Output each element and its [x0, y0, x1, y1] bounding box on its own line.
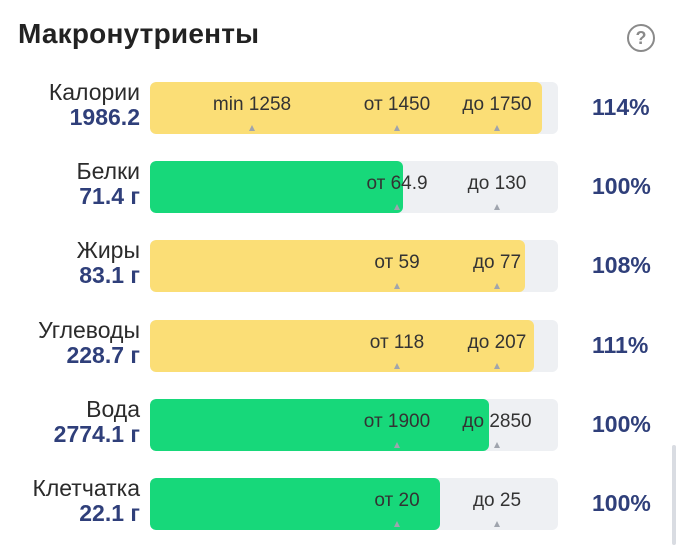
percent-value: 108%	[592, 252, 651, 278]
progress-fill	[150, 161, 403, 213]
nutrient-value: 22.1 г	[79, 500, 140, 526]
nutrient-label: Белки	[76, 158, 140, 184]
nutrient-label: Калории	[48, 79, 140, 105]
range-marker-tick	[394, 442, 400, 448]
nutrient-row: Углеводы 228.7 г от 118 до 207 111%	[0, 317, 680, 380]
nutrient-label: Клетчатка	[32, 475, 140, 501]
range-marker-tick	[394, 363, 400, 369]
percent-value: 100%	[592, 411, 651, 437]
nutrient-row: Калории 1986.2 min 1258 от 1450 до 1750 114%	[0, 79, 680, 142]
range-marker-label: до 130	[467, 173, 527, 194]
nutrient-row: Клетчатка 22.1 г от 20 до 25 100%	[0, 475, 680, 538]
range-marker-label: от 1900	[363, 411, 431, 432]
scrollbar[interactable]	[672, 445, 676, 545]
range-marker-tick	[394, 204, 400, 210]
progress-fill	[150, 399, 489, 451]
range-marker-label: от 59	[374, 252, 420, 273]
nutrient-label: Вода	[86, 396, 140, 422]
range-marker-tick	[494, 283, 500, 289]
percent-value: 114%	[592, 94, 650, 120]
range-marker-label: min 1258	[212, 94, 292, 115]
progress-fill	[150, 82, 542, 134]
range-marker-tick	[394, 283, 400, 289]
percent-value: 100%	[592, 173, 651, 199]
range-marker-label: до 77	[472, 252, 522, 273]
nutrient-row: Жиры 83.1 г от 59 до 77 108%	[0, 237, 680, 300]
nutrient-value: 83.1 г	[79, 262, 140, 288]
range-marker-tick	[249, 125, 255, 131]
percent-value: 111%	[592, 332, 649, 358]
progress-bar[interactable]: min 1258 от 1450 до 1750	[150, 82, 558, 134]
nutrient-label: Жиры	[76, 237, 140, 263]
range-marker-label: от 118	[369, 332, 425, 353]
range-marker-tick	[494, 204, 500, 210]
progress-fill	[150, 240, 525, 292]
range-marker-label: до 2850	[462, 411, 532, 432]
range-marker-label: до 207	[467, 332, 527, 353]
range-marker-label: от 1450	[363, 94, 431, 115]
range-marker-label: от 64.9	[366, 173, 428, 194]
range-marker-tick	[494, 521, 500, 527]
progress-fill	[150, 478, 440, 530]
range-marker-label: до 1750	[462, 94, 532, 115]
progress-bar[interactable]: от 118 до 207	[150, 320, 558, 372]
nutrient-value: 2774.1 г	[53, 421, 140, 447]
range-marker-tick	[494, 442, 500, 448]
range-marker-tick	[494, 125, 500, 131]
nutrient-value: 228.7 г	[66, 342, 140, 368]
progress-fill	[150, 320, 534, 372]
progress-bar[interactable]: от 20 до 25	[150, 478, 558, 530]
nutrient-value: 1986.2	[69, 104, 140, 130]
range-marker-tick	[394, 125, 400, 131]
range-marker-label: от 20	[374, 490, 420, 511]
nutrient-label: Углеводы	[38, 317, 140, 343]
nutrient-row: Вода 2774.1 г от 1900 до 2850 100%	[0, 396, 680, 459]
progress-bar[interactable]: от 64.9 до 130	[150, 161, 558, 213]
nutrient-row: Белки 71.4 г от 64.9 до 130 100%	[0, 158, 680, 221]
percent-value: 100%	[592, 490, 651, 516]
range-marker-label: до 25	[472, 490, 522, 511]
range-marker-tick	[394, 521, 400, 527]
range-marker-tick	[494, 363, 500, 369]
help-icon[interactable]: ?	[627, 24, 655, 52]
progress-bar[interactable]: от 1900 до 2850	[150, 399, 558, 451]
nutrient-value: 71.4 г	[79, 183, 140, 209]
page-title: Макронутриенты	[18, 18, 260, 49]
progress-bar[interactable]: от 59 до 77	[150, 240, 558, 292]
